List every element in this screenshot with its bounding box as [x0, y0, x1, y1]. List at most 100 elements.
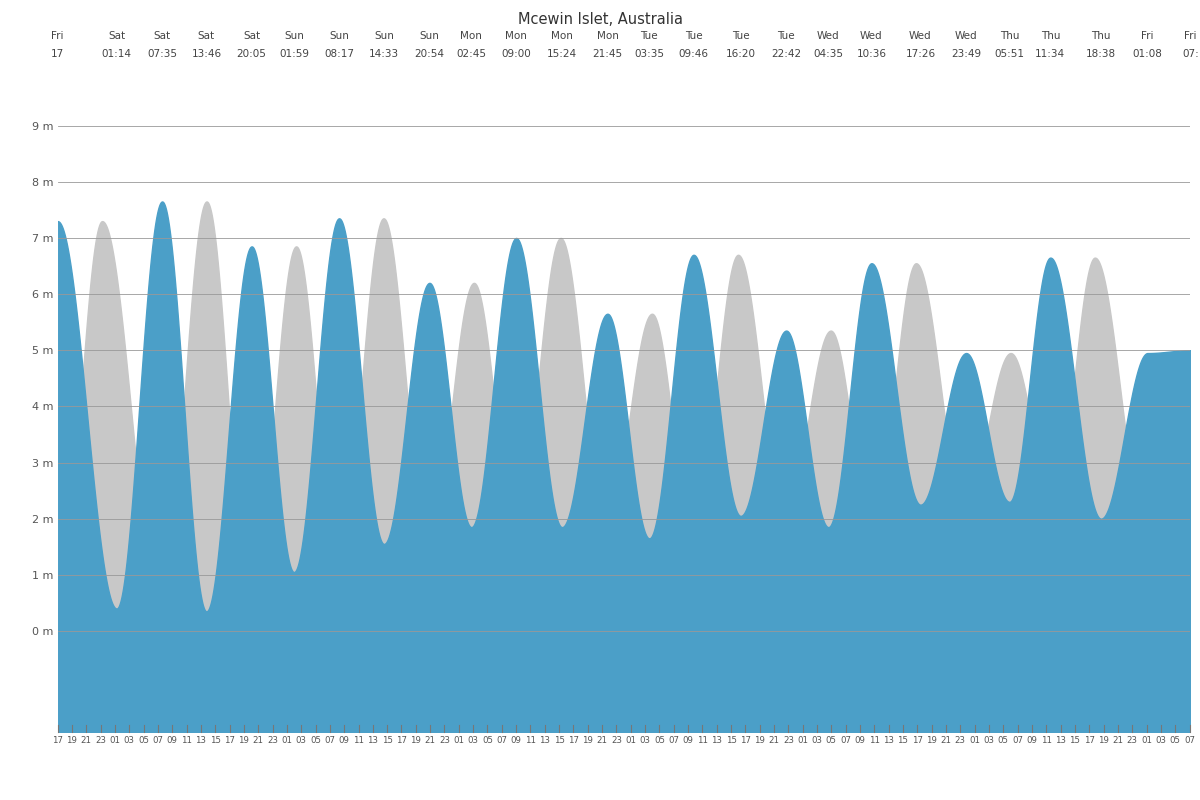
Text: Thu: Thu	[1000, 31, 1019, 41]
Text: Fri: Fri	[52, 31, 64, 41]
Text: 23: 23	[955, 737, 966, 746]
Text: 01: 01	[797, 737, 808, 746]
Text: 05: 05	[826, 737, 836, 746]
Text: 05: 05	[138, 737, 149, 746]
Text: Thu: Thu	[1040, 31, 1060, 41]
Text: 09: 09	[338, 737, 349, 746]
Text: Mcewin Islet, Australia: Mcewin Islet, Australia	[517, 12, 683, 27]
Text: 05:51: 05:51	[995, 49, 1025, 58]
Text: 11: 11	[524, 737, 536, 746]
Text: 23: 23	[1127, 737, 1138, 746]
Text: 22:42: 22:42	[772, 49, 802, 58]
Text: 21:45: 21:45	[593, 49, 623, 58]
Text: 23: 23	[782, 737, 794, 746]
Text: 20:05: 20:05	[236, 49, 266, 58]
Text: 15: 15	[382, 737, 392, 746]
Text: 09: 09	[854, 737, 865, 746]
Text: 17: 17	[1084, 737, 1094, 746]
Text: 05: 05	[482, 737, 493, 746]
Text: 01:14: 01:14	[102, 49, 132, 58]
Text: 21: 21	[1112, 737, 1123, 746]
Text: Mon: Mon	[461, 31, 482, 41]
Text: 15: 15	[726, 737, 737, 746]
Text: 17: 17	[396, 737, 407, 746]
Text: 07:35: 07:35	[148, 49, 178, 58]
Text: 09: 09	[683, 737, 694, 746]
Text: 03: 03	[1156, 737, 1166, 746]
Text: 09:00: 09:00	[502, 49, 530, 58]
Text: 19: 19	[410, 737, 421, 746]
Text: Sat: Sat	[198, 31, 215, 41]
Text: 07: 07	[152, 737, 163, 746]
Text: Sat: Sat	[108, 31, 125, 41]
Text: Mon: Mon	[551, 31, 572, 41]
Text: Thu: Thu	[1091, 31, 1111, 41]
Text: 19: 19	[926, 737, 937, 746]
Text: 01: 01	[625, 737, 636, 746]
Text: Sun: Sun	[374, 31, 394, 41]
Text: Tue: Tue	[778, 31, 796, 41]
Text: 05: 05	[997, 737, 1009, 746]
Text: 11:34: 11:34	[1036, 49, 1066, 58]
Text: 01: 01	[970, 737, 980, 746]
Text: 11: 11	[181, 737, 192, 746]
Text: 23:49: 23:49	[952, 49, 982, 58]
Text: 21: 21	[425, 737, 436, 746]
Text: Sun: Sun	[329, 31, 349, 41]
Text: 15: 15	[210, 737, 221, 746]
Text: 07: 07	[668, 737, 679, 746]
Text: 17:26: 17:26	[905, 49, 936, 58]
Text: 03: 03	[811, 737, 822, 746]
Text: 19: 19	[582, 737, 593, 746]
Text: 01: 01	[281, 737, 293, 746]
Text: 08:17: 08:17	[324, 49, 354, 58]
Text: 15:24: 15:24	[547, 49, 577, 58]
Text: 21: 21	[768, 737, 780, 746]
Text: Mon: Mon	[505, 31, 527, 41]
Text: 20:54: 20:54	[414, 49, 444, 58]
Text: 19: 19	[239, 737, 250, 746]
Text: 17: 17	[740, 737, 751, 746]
Text: 07: 07	[1184, 737, 1195, 746]
Text: 11: 11	[697, 737, 708, 746]
Text: 21: 21	[941, 737, 952, 746]
Text: 03: 03	[984, 737, 995, 746]
Text: 15: 15	[898, 737, 908, 746]
Text: 23: 23	[268, 737, 278, 746]
Text: 03: 03	[124, 737, 134, 746]
Text: 13: 13	[883, 737, 894, 746]
Text: 07:: 07:	[1182, 49, 1199, 58]
Text: 13: 13	[712, 737, 722, 746]
Text: 10:36: 10:36	[857, 49, 887, 58]
Text: 05: 05	[1170, 737, 1181, 746]
Text: 07: 07	[324, 737, 335, 746]
Text: 13: 13	[1055, 737, 1066, 746]
Text: Sun: Sun	[420, 31, 439, 41]
Text: Fri: Fri	[1184, 31, 1196, 41]
Text: 07: 07	[1012, 737, 1024, 746]
Text: 18:38: 18:38	[1086, 49, 1116, 58]
Text: 07: 07	[840, 737, 851, 746]
Text: 23: 23	[95, 737, 106, 746]
Text: 01: 01	[1141, 737, 1152, 746]
Text: 19: 19	[755, 737, 766, 746]
Text: 11: 11	[869, 737, 880, 746]
Text: 17: 17	[52, 737, 64, 746]
Text: Wed: Wed	[817, 31, 840, 41]
Text: 19: 19	[1098, 737, 1109, 746]
Text: 01:59: 01:59	[278, 49, 308, 58]
Text: 11: 11	[1040, 737, 1051, 746]
Text: 02:45: 02:45	[456, 49, 486, 58]
Text: Sat: Sat	[154, 31, 170, 41]
Text: 01:08: 01:08	[1133, 49, 1163, 58]
Text: Mon: Mon	[596, 31, 618, 41]
Text: 01: 01	[109, 737, 120, 746]
Text: 13: 13	[196, 737, 206, 746]
Text: 09: 09	[1026, 737, 1037, 746]
Text: 03: 03	[468, 737, 479, 746]
Text: 17: 17	[50, 49, 65, 58]
Text: 09: 09	[511, 737, 522, 746]
Text: 03: 03	[295, 737, 307, 746]
Text: 09: 09	[167, 737, 178, 746]
Text: 21: 21	[80, 737, 91, 746]
